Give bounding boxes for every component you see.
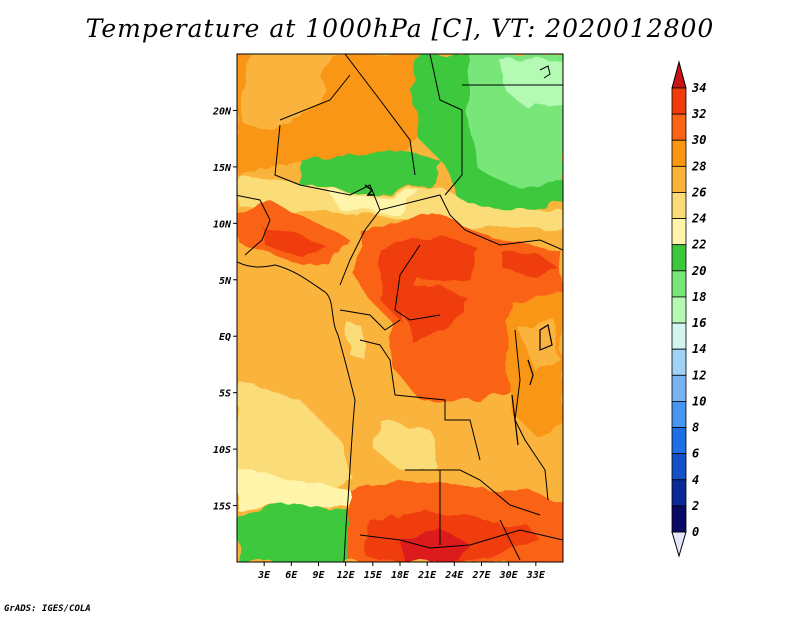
colorbar-swatch (671, 296, 687, 324)
colorbar-label: 30 (691, 133, 706, 147)
colorbar-swatch (671, 427, 687, 455)
colorbar-swatch (671, 453, 687, 481)
colorbar-label: 6 (692, 447, 699, 461)
y-tick-label: 10N (213, 219, 232, 230)
colorbar-label: 32 (691, 107, 706, 121)
colorbar-swatch (671, 218, 687, 246)
colorbar-swatch (671, 401, 687, 428)
x-tick-label: 12E (337, 570, 356, 581)
y-axis: 20N 15N 10N 5N EQ 5S 10S 15S (212, 106, 237, 513)
y-tick-label: 15S (213, 502, 231, 513)
x-tick-label: 9E (312, 570, 325, 581)
y-tick-label: 5S (219, 389, 231, 400)
colorbar-label: 24 (691, 212, 706, 226)
colorbar-label: 8 (692, 421, 699, 435)
x-tick-label: 6E (285, 570, 298, 581)
colorbar-label: 10 (692, 394, 706, 408)
colorbar-label: 26 (691, 185, 706, 199)
colorbar-swatch (671, 113, 687, 141)
colorbar-label: 28 (691, 159, 706, 173)
x-tick-label: 21E (417, 570, 437, 581)
y-tick-label: 20N (212, 106, 232, 117)
country-borders (237, 54, 563, 562)
colorbar-label: 14 (692, 342, 706, 356)
colorbar-swatch (671, 192, 687, 219)
grads-credit: GrADS: IGES/COLA (4, 604, 91, 614)
x-tick-label: 24E (444, 570, 464, 581)
x-tick-label: 3E (257, 570, 271, 581)
colorbar-label: 12 (692, 368, 706, 382)
colorbar-swatch (671, 165, 687, 193)
map-title: Temperature at 1000hPa [C], VT: 20200128… (85, 14, 715, 43)
x-tick-label: 18E (391, 570, 410, 581)
y-tick-label: 15N (213, 163, 232, 174)
x-tick-label: 27E (471, 570, 491, 581)
x-tick-label: 15E (364, 570, 383, 581)
x-tick-label: 30E (499, 570, 519, 581)
colorbar-swatch (671, 139, 687, 167)
colorbar-bottom-arrow (671, 531, 687, 558)
colorbar-label: 0 (692, 525, 699, 539)
x-axis: 3E 6E 9E 12E 15E 18E 21E 24E 27E 30E 33E (257, 562, 546, 581)
colorbar-label: 16 (692, 316, 706, 330)
colorbar-label: 18 (692, 290, 706, 304)
x-tick-label: 33E (526, 570, 546, 581)
colorbar-label: 22 (691, 238, 706, 252)
colorbar-top-arrow (671, 60, 687, 89)
colorbar-swatch (671, 505, 687, 533)
colorbar-swatch (671, 87, 687, 115)
colorbar-swatch (671, 374, 687, 402)
colorbar-label: 34 (691, 81, 706, 95)
colorbar-swatch (671, 244, 687, 272)
colorbar-swatch (671, 348, 687, 376)
y-tick-label: 5N (219, 276, 232, 287)
colorbar-label: 20 (691, 264, 706, 278)
y-tick-label: 10S (213, 445, 231, 456)
colorbar-label: 4 (692, 473, 699, 487)
temperature-field (237, 54, 563, 562)
colorbar-swatch (671, 270, 687, 298)
colorbar-swatch (671, 479, 687, 507)
colorbar-swatch (671, 322, 687, 350)
colorbar-label: 2 (691, 499, 699, 513)
y-tick-label: EQ (219, 332, 231, 343)
